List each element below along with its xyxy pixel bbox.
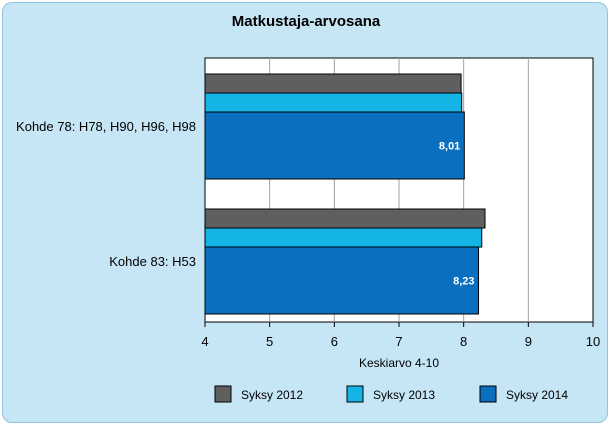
x-tick-label: 7 (395, 334, 402, 349)
legend-label: Syksy 2013 (373, 388, 435, 402)
x-tick-label: 4 (201, 334, 208, 349)
bar-1-cat-2 (204, 208, 486, 229)
legend-swatch (346, 385, 364, 403)
x-tick-label: 5 (266, 334, 273, 349)
bar-2-cat-2 (204, 227, 483, 248)
x-tick-label: 9 (525, 334, 532, 349)
category-label: Kohde 78: H78, H90, H96, H98 (16, 119, 196, 134)
legend: Syksy 2012 Syksy 2013 Syksy 2014 (214, 385, 568, 403)
chart-title: Matkustaja-arvosana (232, 13, 381, 30)
bar-1-cat-1 (204, 73, 462, 94)
x-tick-label: 6 (331, 334, 338, 349)
x-tick-label: 10 (586, 334, 600, 349)
bar-3-cat-2 (204, 246, 480, 315)
legend-swatch (479, 385, 497, 403)
x-axis: 4 5 6 7 8 9 10 (201, 322, 600, 349)
category-label: Kohde 83: H53 (109, 254, 196, 269)
data-label: 8,23 (453, 276, 474, 288)
legend-swatch (214, 385, 232, 403)
bar-3-cat-1 (204, 111, 465, 180)
bar-2-cat-1 (204, 92, 463, 113)
category-labels: Kohde 78: H78, H90, H96, H98 Kohde 83: H5… (16, 119, 196, 269)
bars: 8,01 8,23 (204, 73, 486, 315)
data-label: 8,01 (439, 141, 460, 153)
legend-label: Syksy 2012 (241, 388, 303, 402)
legend-label: Syksy 2014 (506, 388, 568, 402)
x-tick-label: 8 (460, 334, 467, 349)
x-axis-label: Keskiarvo 4-10 (359, 356, 439, 370)
